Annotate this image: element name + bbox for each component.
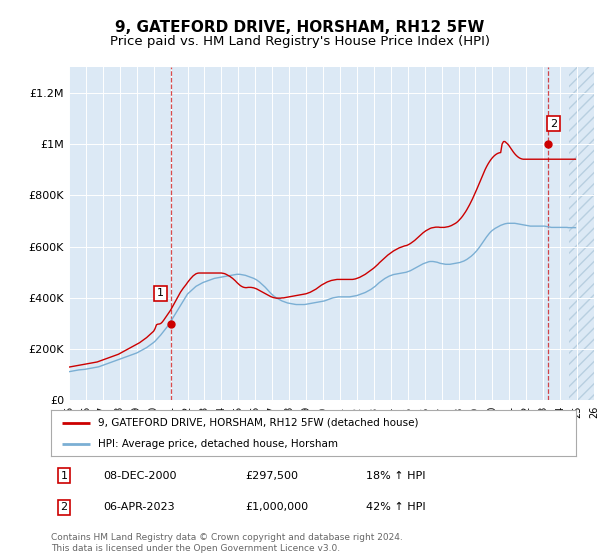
Text: 06-APR-2023: 06-APR-2023 [104, 502, 175, 512]
Bar [569, 67, 594, 400]
Text: £297,500: £297,500 [245, 471, 298, 481]
Text: 2: 2 [61, 502, 68, 512]
Text: 08-DEC-2000: 08-DEC-2000 [104, 471, 177, 481]
Text: 18% ↑ HPI: 18% ↑ HPI [366, 471, 425, 481]
Text: £1,000,000: £1,000,000 [245, 502, 308, 512]
Text: 1: 1 [157, 288, 164, 298]
Text: HPI: Average price, detached house, Horsham: HPI: Average price, detached house, Hors… [98, 439, 338, 449]
Text: 1: 1 [61, 471, 68, 481]
Text: 42% ↑ HPI: 42% ↑ HPI [366, 502, 425, 512]
Text: 9, GATEFORD DRIVE, HORSHAM, RH12 5FW (detached house): 9, GATEFORD DRIVE, HORSHAM, RH12 5FW (de… [98, 418, 419, 428]
Text: 9, GATEFORD DRIVE, HORSHAM, RH12 5FW: 9, GATEFORD DRIVE, HORSHAM, RH12 5FW [115, 20, 485, 35]
Text: Price paid vs. HM Land Registry's House Price Index (HPI): Price paid vs. HM Land Registry's House … [110, 35, 490, 48]
Text: 2: 2 [550, 119, 557, 129]
Text: Contains HM Land Registry data © Crown copyright and database right 2024.
This d: Contains HM Land Registry data © Crown c… [51, 533, 403, 553]
